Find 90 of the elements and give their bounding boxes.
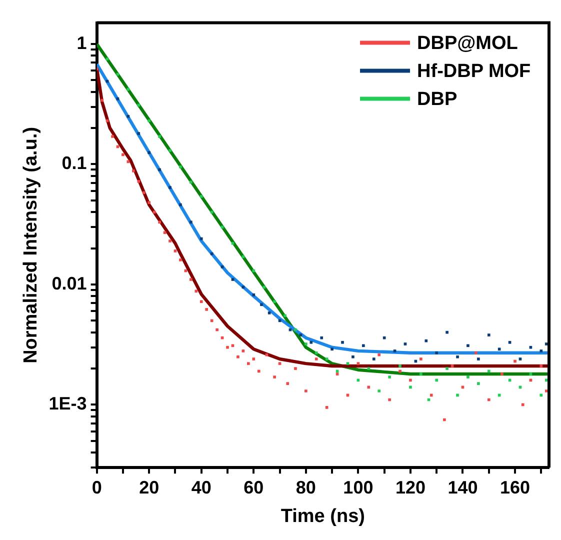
x-tick-label: 80: [296, 477, 316, 498]
point: [106, 58, 109, 60]
point: [367, 367, 370, 370]
point: [446, 367, 448, 370]
point: [362, 344, 365, 348]
point: [388, 376, 391, 378]
point: [242, 286, 245, 289]
point: [477, 382, 480, 385]
point: [330, 348, 334, 351]
point: [320, 336, 324, 340]
point: [518, 358, 522, 360]
legend-label: DBP: [417, 89, 458, 110]
x-tick-label: 140: [448, 477, 478, 498]
point: [137, 104, 140, 107]
point: [435, 378, 438, 382]
point: [304, 342, 308, 346]
point: [168, 149, 172, 152]
point: [158, 168, 161, 172]
y-tick-label: 1E-3: [48, 394, 87, 414]
point: [466, 376, 470, 378]
x-tick-label: 160: [500, 477, 530, 498]
point: [487, 334, 490, 336]
point: [398, 364, 402, 368]
point: [456, 394, 459, 397]
point: [544, 342, 548, 346]
point: [210, 210, 214, 214]
point: [498, 394, 501, 397]
point: [540, 350, 543, 352]
point: [273, 300, 276, 304]
point: [262, 286, 266, 289]
x-tick-label: 40: [191, 477, 212, 498]
point: [498, 348, 501, 351]
x-axis-title: Time (ns): [280, 506, 365, 527]
point: [220, 226, 224, 229]
point: [148, 151, 151, 154]
point: [508, 340, 512, 344]
point: [148, 119, 151, 122]
point: [325, 358, 328, 360]
point: [435, 351, 438, 354]
x-tick-label: 0: [92, 477, 102, 498]
point: [190, 180, 192, 184]
point: [456, 355, 459, 358]
y-axis-title: Normalized Intensity (a.u.): [20, 126, 42, 364]
legend-label: DBP@MOL: [417, 33, 518, 54]
x-tick-label: 100: [343, 477, 374, 498]
point: [220, 265, 224, 268]
x-tick-label: 120: [395, 477, 426, 498]
point: [294, 328, 297, 332]
point: [466, 344, 470, 348]
point: [231, 278, 234, 281]
point: [310, 340, 313, 344]
point: [168, 186, 172, 189]
point: [179, 203, 182, 206]
point: [372, 358, 376, 360]
point: [299, 334, 302, 336]
x-tick-label: 60: [244, 477, 264, 498]
point: [284, 314, 286, 318]
point: [200, 237, 203, 240]
x-tick-label: 20: [139, 477, 160, 498]
y-tick-label: 0.01: [52, 273, 87, 294]
y-tick-label: 0.1: [62, 153, 87, 174]
point: [409, 386, 412, 389]
point: [200, 194, 203, 198]
point: [137, 132, 140, 135]
point: [518, 386, 522, 389]
legend-label: Hf-DBP MOF: [417, 61, 531, 82]
point: [126, 114, 130, 118]
point: [404, 342, 407, 346]
point: [341, 340, 344, 344]
point: [179, 165, 182, 168]
point: [260, 303, 263, 306]
point: [190, 220, 192, 224]
point: [252, 269, 256, 272]
point: [529, 372, 532, 376]
point: [420, 372, 422, 376]
point: [352, 355, 354, 358]
point: [529, 346, 532, 349]
point: [314, 351, 318, 354]
point: [477, 358, 480, 360]
point: [424, 339, 428, 342]
y-tick-label: 1: [76, 32, 87, 53]
point: [378, 390, 381, 392]
point: [540, 394, 543, 397]
point: [268, 312, 271, 314]
point: [487, 370, 490, 373]
point: [446, 330, 448, 334]
point: [252, 293, 256, 296]
point: [393, 350, 396, 352]
point: [346, 362, 350, 365]
point: [158, 135, 161, 138]
